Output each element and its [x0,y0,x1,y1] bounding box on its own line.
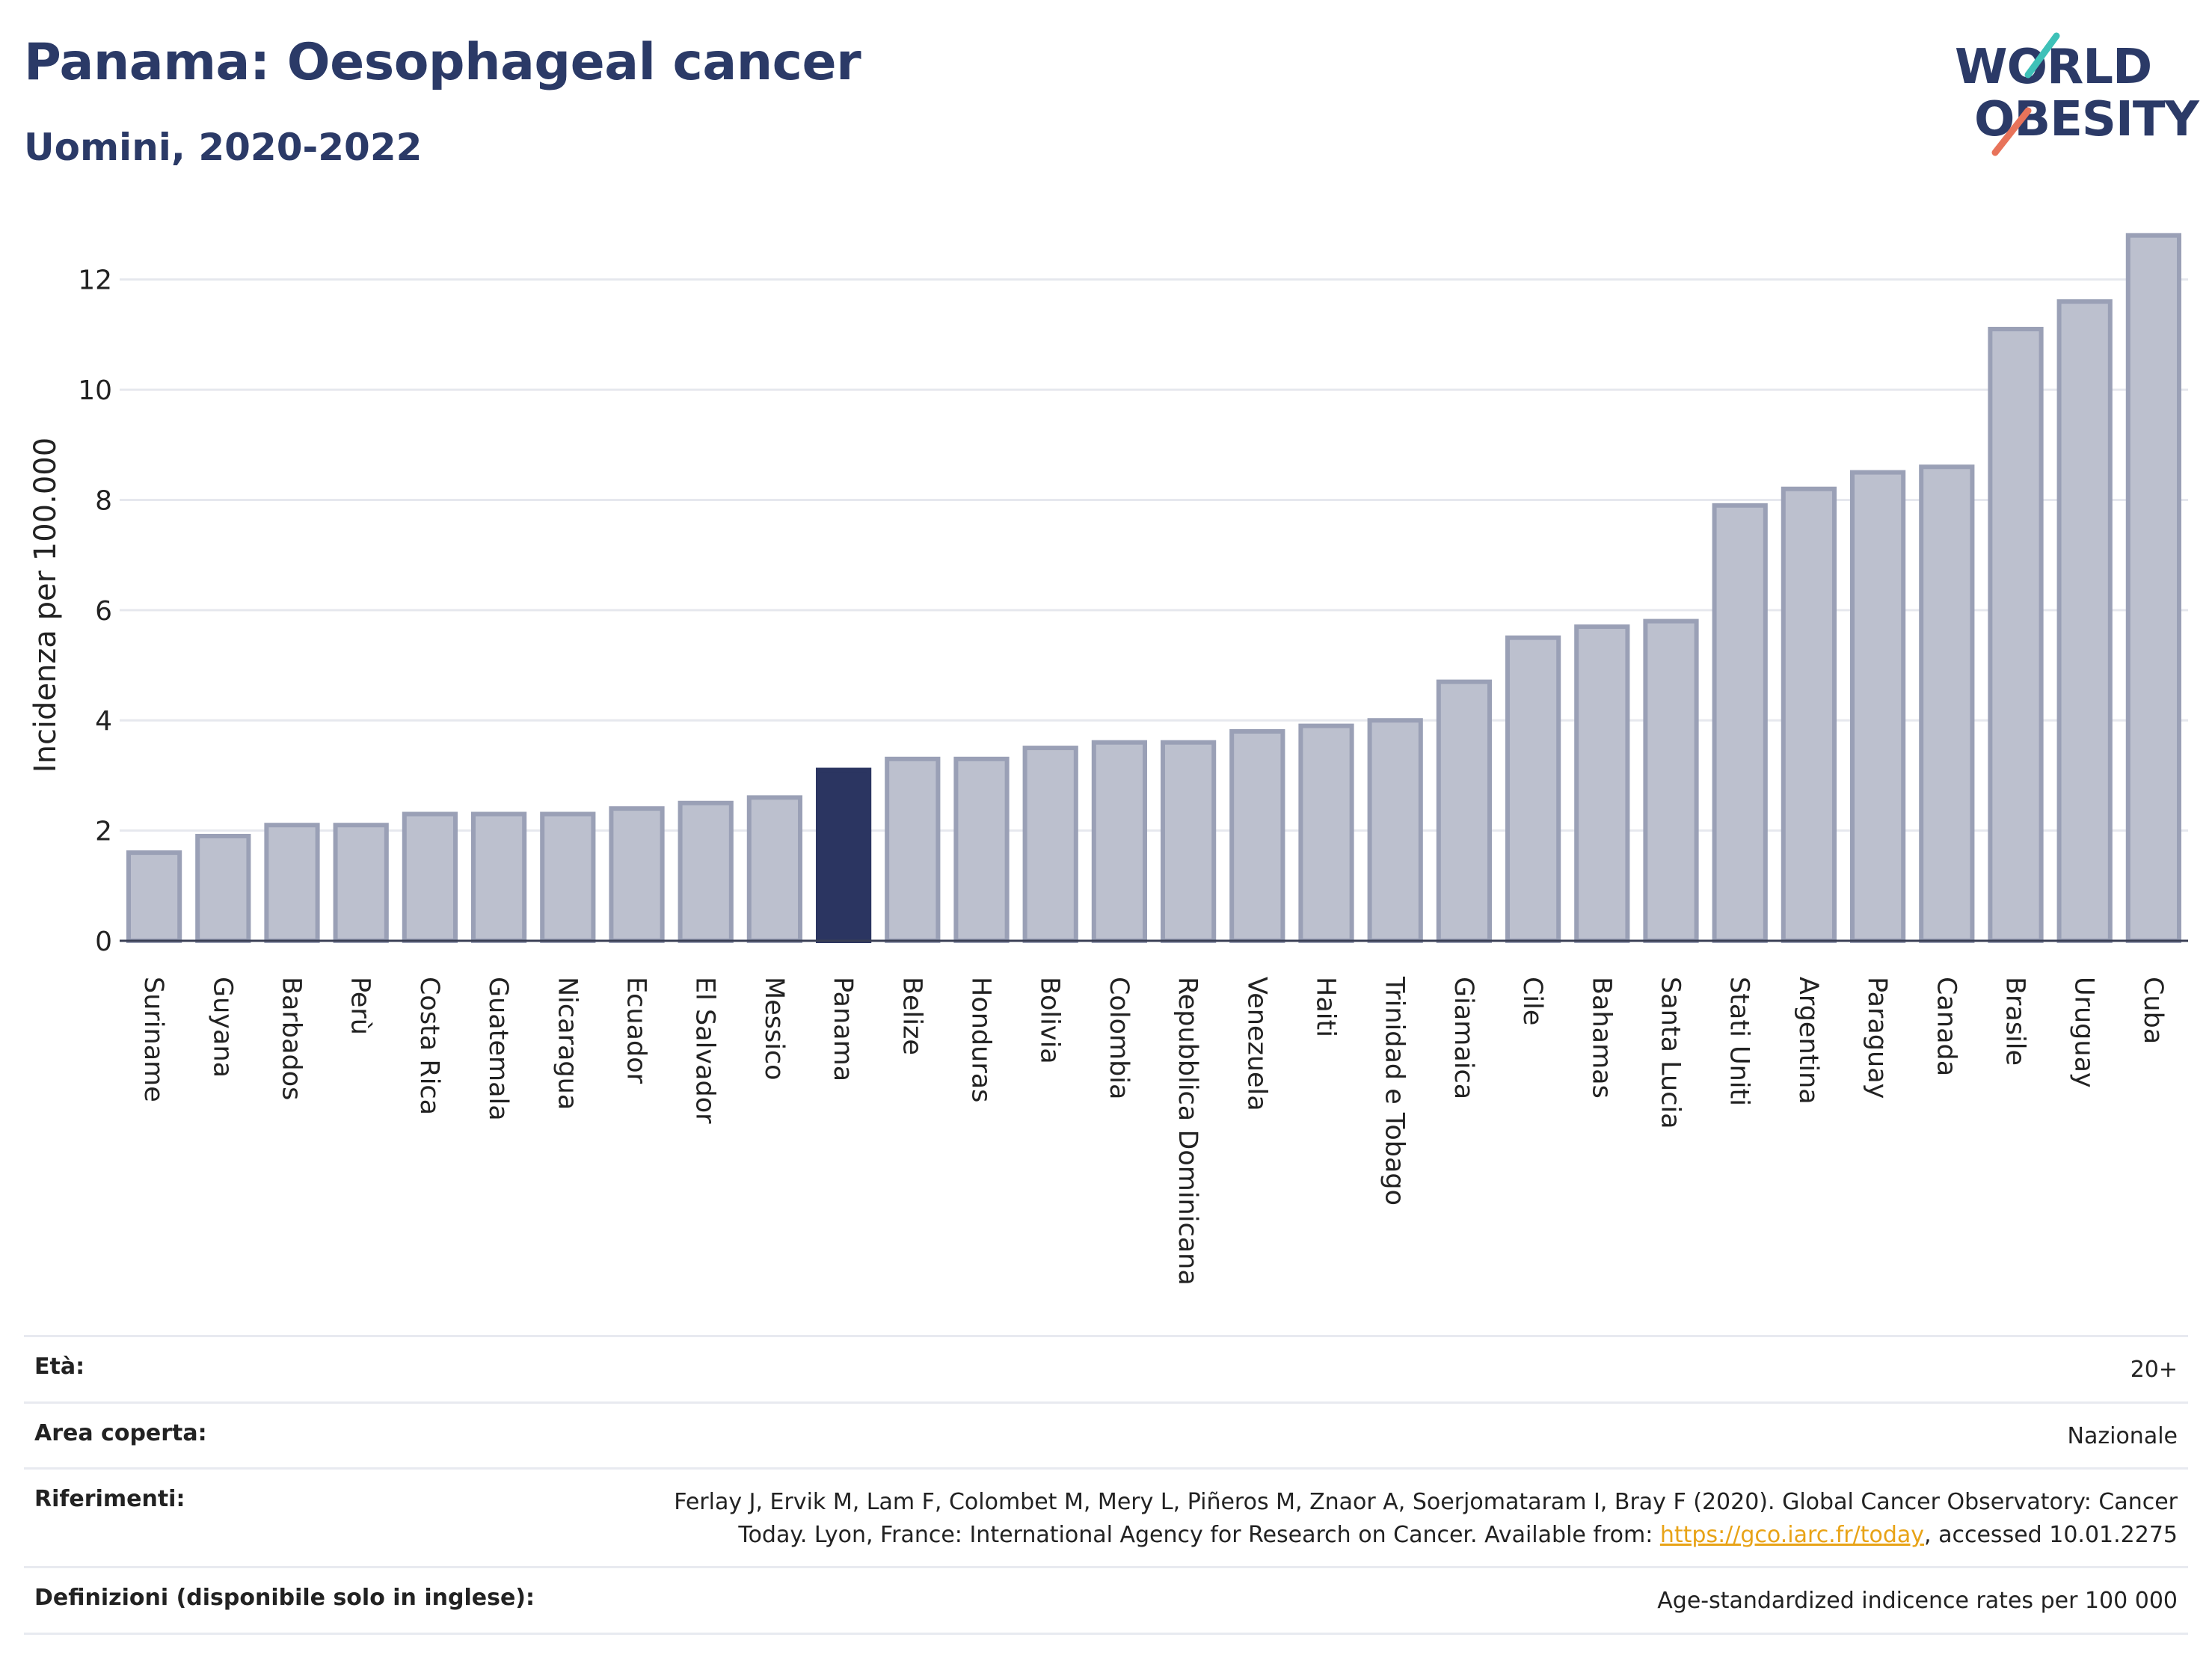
bar-bolivia [1022,746,1078,943]
x-tick-label: Brasile [2000,977,2030,1066]
bar-venezuela [1229,728,1285,943]
y-axis-ticks: 0 2 4 6 8 10 12 [78,265,112,957]
bar-colombia [1091,740,1148,943]
grid-lines [120,278,2188,832]
bar-cile [1505,635,1561,943]
bar-el-salvador [678,800,734,944]
x-tick-label: Venezuela [1241,977,1271,1111]
meta-value-area: Nazionale [2067,1422,2178,1449]
bar-guyana [195,833,251,943]
meta-row-definitions: Definizioni (disponibile solo in inglese… [24,1566,2188,1635]
meta-key-area: Area coperta: [34,1419,207,1446]
bar-per- [333,823,389,943]
bar-honduras [953,756,1010,943]
y-tick-label: 12 [78,265,112,296]
y-tick-label: 0 [95,927,112,957]
x-tick-label: Bolivia [1035,977,1065,1064]
world-obesity-logo: WORLD OBESITY [1944,30,2199,165]
x-tick-label: Haiti [1311,977,1341,1037]
chart-subtitle: Uomini, 2020-2022 [24,126,423,169]
x-tick-label: Canada [1931,977,1961,1076]
reference-accessed: , accessed 10.01.2275 [1924,1521,2178,1548]
chart-title: Panama: Oesophageal cancer [24,33,861,92]
bar-argentina [1781,486,1837,943]
x-tick-label: Trinidad e Tobago [1380,976,1410,1206]
reference-line-1: Ferlay J, Ervik M, Lam F, Colombet M, Me… [674,1489,2178,1515]
x-tick-label: Santa Lucia [1656,977,1686,1129]
bar-giamaica [1436,679,1493,944]
x-tick-label: Barbados [277,977,307,1100]
bar-trinidad-e-tobago [1367,718,1423,943]
reference-line-2: Today. Lyon, France: International Agenc… [738,1521,1660,1548]
bar-panama [815,767,872,943]
x-tick-label: Stati Uniti [1724,977,1754,1106]
reference-link[interactable]: https://gco.iarc.fr/today [1659,1521,1925,1548]
bar-bahamas [1574,624,1630,943]
meta-key-age: Età: [34,1354,85,1380]
bar-ecuador [609,806,665,943]
bar-cuba [2125,233,2182,943]
x-tick-label: Repubblica Dominicana [1173,977,1202,1286]
x-tick-label: Perù [345,977,375,1035]
meta-row-references: Riferimenti: Ferlay J, Ervik M, Lam F, C… [24,1467,2188,1566]
x-tick-label: Honduras [966,977,996,1102]
bar-stati-uniti [1712,503,1768,943]
meta-row-age: Età: 20+ [24,1335,2188,1401]
bar-belize [885,756,941,943]
metadata-table: Età: 20+ Area coperta: Nazionale Riferim… [24,1335,2188,1635]
y-tick-label: 8 [95,485,112,516]
y-tick-label: 4 [95,706,112,737]
bar-brasile [1988,327,2044,943]
x-tick-label: Guatemala [483,977,513,1121]
bar-costa-rica [402,811,458,943]
meta-value-references: Ferlay J, Ervik M, Lam F, Colombet M, Me… [674,1486,2178,1551]
bar-haiti [1298,723,1354,943]
x-tick-label: Argentina [1793,977,1823,1105]
x-tick-label: Suriname [138,977,168,1102]
x-tick-label: El Salvador [690,977,720,1124]
x-tick-label: Belize [897,977,927,1055]
x-axis-labels: Suriname Guyana Barbados Perù Costa Rica Guat… [138,976,2168,1286]
x-tick-label: Giamaica [1448,977,1478,1099]
meta-value-definitions: Age-standardized indicence rates per 100… [1657,1588,2178,1614]
x-tick-label: Nicaragua [552,977,582,1110]
y-tick-label: 6 [95,596,112,627]
x-tick-label: Bahamas [1586,977,1616,1099]
logo-word-1: WORLD [1955,40,2152,95]
meta-key-references: Riferimenti: [34,1486,185,1512]
y-axis-label: Incidenza per 100.000 [28,437,63,773]
x-tick-label: Cuba [2138,977,2168,1044]
bar-uruguay [2056,299,2113,943]
x-tick-label: Paraguay [1862,977,1892,1099]
meta-key-definitions: Definizioni (disponibile solo in inglese… [34,1585,535,1611]
logo-slash-icon [1991,32,2060,156]
y-tick-label: 10 [78,375,112,406]
y-tick-label: 2 [95,817,112,847]
x-tick-label: Costa Rica [414,977,444,1115]
bar-paraguay [1849,470,1906,943]
x-tick-label: Ecuador [621,977,651,1084]
x-tick-label: Uruguay [2069,977,2099,1088]
meta-value-age: 20+ [2130,1357,2178,1383]
x-tick-label: Colombia [1104,977,1134,1099]
bar-barbados [264,823,320,943]
bar-santa-lucia [1643,618,1699,943]
x-tick-label: Cile [1517,977,1547,1025]
meta-row-area: Area coperta: Nazionale [24,1401,2188,1468]
bar-nicaragua [540,811,596,943]
x-tick-label: Panama [828,977,858,1081]
bar-chart: 0 2 4 6 8 10 12 Suriname Guyana Barbados Perù Cost… [28,233,2188,1286]
x-tick-label: Messico [759,977,789,1081]
x-tick-label: Guyana [207,977,237,1078]
bar-canada [1919,464,1975,943]
bar-guatemala [470,811,527,943]
bar-suriname [126,850,182,943]
bar-repubblica-dominicana [1160,740,1217,943]
bar-messico [746,795,803,944]
bars [126,233,2182,944]
